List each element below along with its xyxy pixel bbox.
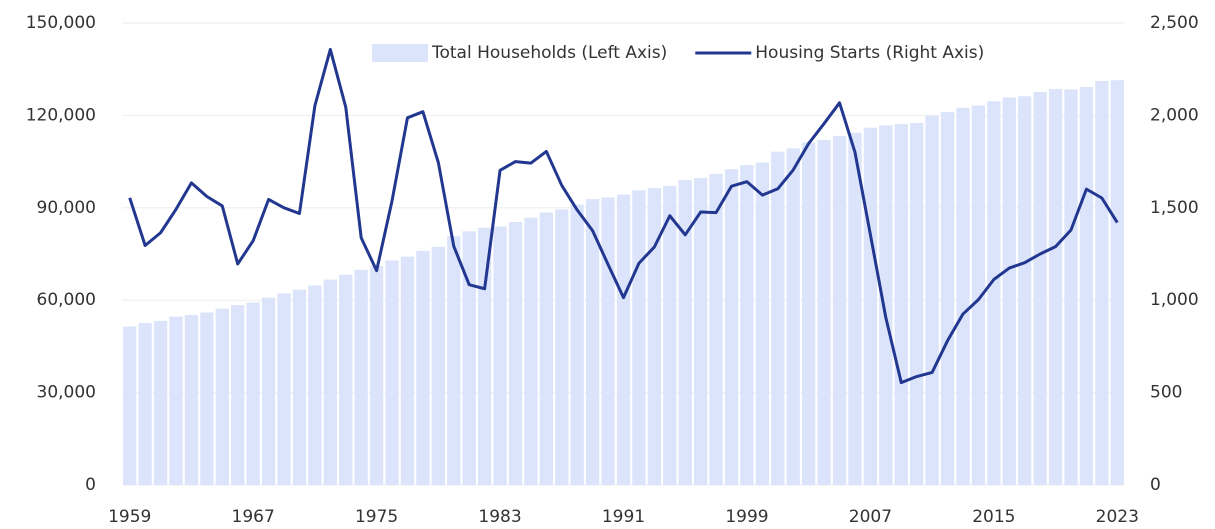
- bar: [863, 127, 878, 485]
- y-tick-label: 90,000: [37, 198, 96, 218]
- bar: [508, 221, 523, 485]
- bar: [231, 305, 245, 485]
- bar: [555, 209, 569, 486]
- bar: [138, 322, 152, 485]
- y-tick-label: 30,000: [37, 383, 96, 403]
- y2-tick-label: 500: [1150, 383, 1182, 403]
- bar: [910, 122, 924, 485]
- x-tick-label: 2023: [1096, 507, 1139, 527]
- x-tick-label: 1999: [725, 507, 768, 527]
- bar: [123, 326, 137, 485]
- bar: [879, 125, 893, 486]
- bar: [323, 279, 337, 485]
- bar: [493, 226, 507, 485]
- x-tick-label: 1983: [478, 507, 521, 527]
- bar: [925, 115, 939, 485]
- bar: [601, 197, 615, 485]
- bar: [200, 312, 214, 485]
- bar: [385, 260, 399, 485]
- bar: [586, 199, 600, 485]
- bar: [632, 190, 646, 485]
- y2-tick-label: 1,000: [1150, 290, 1199, 310]
- x-tick-label: 2015: [972, 507, 1015, 527]
- bar: [848, 132, 862, 486]
- y2-tick-label: 2,000: [1150, 105, 1199, 125]
- bar: [740, 165, 754, 485]
- bar: [940, 112, 955, 485]
- legend-swatch: [372, 44, 428, 62]
- x-tick-label: 1967: [232, 507, 275, 527]
- bar: [956, 107, 970, 485]
- bar: [832, 135, 847, 485]
- bar: [786, 148, 800, 485]
- bar: [802, 142, 816, 485]
- bar: [400, 256, 415, 485]
- bar: [1079, 86, 1094, 485]
- bar: [339, 274, 353, 485]
- bar: [477, 227, 492, 485]
- bar: [1095, 80, 1109, 486]
- bar: [663, 185, 677, 485]
- bar: [169, 316, 183, 485]
- bar: [647, 188, 661, 485]
- bar: [694, 178, 708, 485]
- y-tick-label: 120,000: [26, 105, 96, 125]
- bar: [1018, 96, 1032, 486]
- y2-tick-label: 1,500: [1150, 198, 1199, 218]
- legend-label: Housing Starts (Right Axis): [755, 43, 984, 63]
- y2-tick-label: 0: [1150, 475, 1161, 495]
- bar: [184, 315, 199, 485]
- legend-label: Total Households (Left Axis): [431, 43, 667, 63]
- bar: [292, 289, 307, 485]
- bar: [570, 204, 584, 485]
- bar: [416, 250, 430, 485]
- bar: [971, 105, 986, 485]
- y-tick-label: 60,000: [37, 290, 96, 310]
- y-tick-label: 150,000: [26, 13, 96, 33]
- bar: [987, 101, 1001, 486]
- bar: [1002, 97, 1016, 485]
- line: [128, 47, 1119, 385]
- bar: [261, 297, 276, 485]
- bar: [354, 269, 368, 485]
- x-tick-label: 1991: [602, 507, 645, 527]
- bar: [1110, 80, 1124, 485]
- bar: [539, 212, 553, 485]
- bar: [678, 180, 692, 486]
- y-tick-label: 0: [85, 475, 96, 495]
- bar: [524, 217, 538, 485]
- y2-tick-label: 2,500: [1150, 13, 1199, 33]
- x-tick-label: 2007: [849, 507, 892, 527]
- bar: [709, 173, 723, 485]
- bar: [246, 302, 260, 485]
- bar: [431, 246, 445, 485]
- bar: [1048, 88, 1063, 485]
- bar: [369, 265, 384, 485]
- bar: [215, 308, 229, 485]
- bar: [724, 169, 739, 486]
- bar: [616, 194, 631, 485]
- bar: [1064, 89, 1078, 486]
- x-tick-label: 1975: [355, 507, 398, 527]
- x-tick-label: 1959: [108, 507, 151, 527]
- bar: [308, 285, 322, 485]
- bar: [153, 320, 168, 485]
- bar: [1033, 92, 1047, 485]
- bar: [462, 231, 476, 485]
- bar: [755, 162, 770, 485]
- bar: [447, 236, 461, 485]
- bar: [771, 151, 785, 485]
- bar: [277, 293, 291, 485]
- bar: [817, 140, 831, 486]
- bar: [894, 124, 908, 485]
